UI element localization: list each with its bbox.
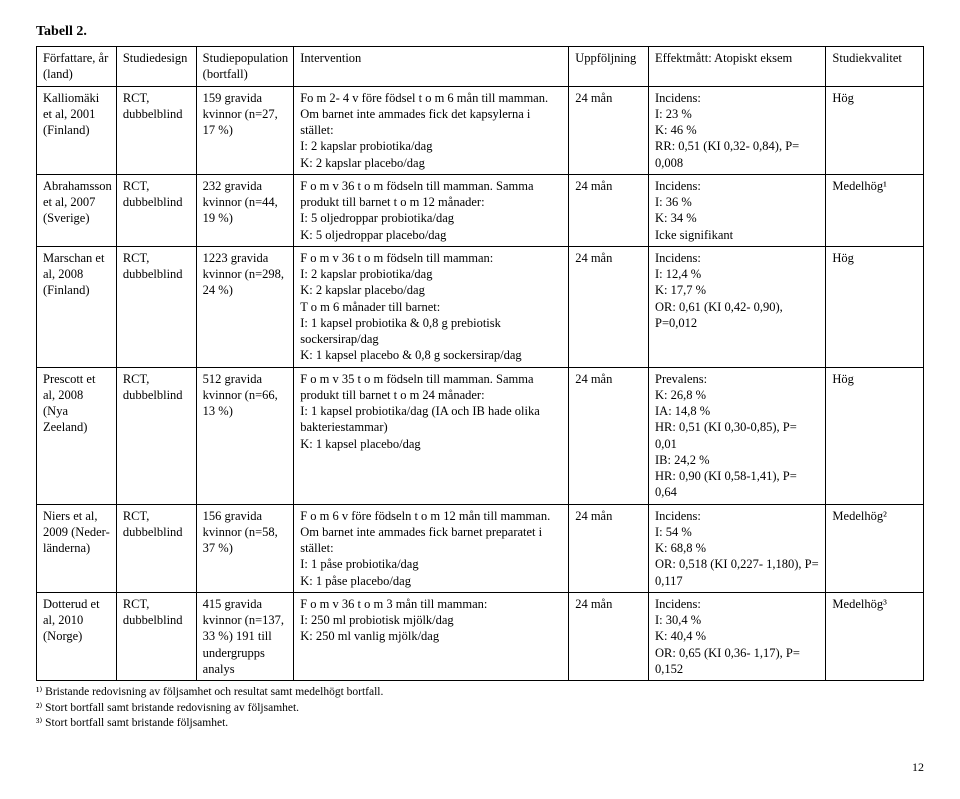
cell-intervention: Fo m 2- 4 v före födsel t o m 6 mån till… (294, 86, 569, 174)
cell-population: 415 gravida kvinnor (n=137, 33 %) 191 ti… (196, 592, 294, 680)
cell-intervention: F o m v 35 t o m födseln till mamman. Sa… (294, 367, 569, 504)
table-row: Prescott et al, 2008 (Nya Zeeland)RCT, d… (37, 367, 924, 504)
cell-quality: Hög (826, 246, 924, 367)
cell-design: RCT, dubbelblind (116, 504, 196, 592)
cell-followup: 24 mån (569, 367, 649, 504)
col-followup: Uppföljning (569, 47, 649, 87)
cell-intervention: F o m 6 v före födseln t o m 12 mån till… (294, 504, 569, 592)
cell-quality: Hög (826, 367, 924, 504)
table-header-row: Författare, år (land) Studiedesign Studi… (37, 47, 924, 87)
cell-author: Abrahamsson et al, 2007 (Sverige) (37, 174, 117, 246)
cell-population: 1223 gravida kvinnor (n=298, 24 %) (196, 246, 294, 367)
cell-effect: Incidens: I: 36 % K: 34 % Icke signifika… (649, 174, 826, 246)
page-number: 12 (36, 760, 924, 775)
table-row: Niers et al, 2009 (Neder-länderna)RCT, d… (37, 504, 924, 592)
cell-design: RCT, dubbelblind (116, 174, 196, 246)
cell-intervention: F o m v 36 t o m födseln till mamman. Sa… (294, 174, 569, 246)
table-row: Abrahamsson et al, 2007 (Sverige)RCT, du… (37, 174, 924, 246)
study-table: Författare, år (land) Studiedesign Studi… (36, 46, 924, 681)
footnotes: ¹⁾ Bristande redovisning av följsamhet o… (36, 685, 924, 732)
cell-design: RCT, dubbelblind (116, 367, 196, 504)
table-row: Dotterud et al, 2010 (Norge)RCT, dubbelb… (37, 592, 924, 680)
cell-effect: Incidens: I: 30,4 % K: 40,4 % OR: 0,65 (… (649, 592, 826, 680)
table-title: Tabell 2. (36, 24, 924, 40)
footnote-3: ³⁾ Stort bortfall samt bristande följsam… (36, 716, 924, 732)
cell-author: Dotterud et al, 2010 (Norge) (37, 592, 117, 680)
cell-population: 232 gravida kvinnor (n=44, 19 %) (196, 174, 294, 246)
table-row: Kalliomäki et al, 2001 (Finland)RCT, dub… (37, 86, 924, 174)
cell-effect: Incidens: I: 12,4 % K: 17,7 % OR: 0,61 (… (649, 246, 826, 367)
cell-followup: 24 mån (569, 86, 649, 174)
cell-author: Marschan et al, 2008 (Finland) (37, 246, 117, 367)
cell-quality: Medelhög¹ (826, 174, 924, 246)
cell-intervention: F o m v 36 t o m födseln till mamman: I:… (294, 246, 569, 367)
col-population: Studiepopulation (bortfall) (196, 47, 294, 87)
cell-followup: 24 mån (569, 504, 649, 592)
col-quality: Studiekvalitet (826, 47, 924, 87)
cell-design: RCT, dubbelblind (116, 246, 196, 367)
footnote-2: ²⁾ Stort bortfall samt bristande redovis… (36, 701, 924, 717)
cell-effect: Prevalens: K: 26,8 % IA: 14,8 % HR: 0,51… (649, 367, 826, 504)
footnote-1: ¹⁾ Bristande redovisning av följsamhet o… (36, 685, 924, 701)
cell-design: RCT, dubbelblind (116, 592, 196, 680)
cell-quality: Hög (826, 86, 924, 174)
cell-population: 512 gravida kvinnor (n=66, 13 %) (196, 367, 294, 504)
cell-quality: Medelhög² (826, 504, 924, 592)
cell-population: 159 gravida kvinnor (n=27, 17 %) (196, 86, 294, 174)
col-author: Författare, år (land) (37, 47, 117, 87)
cell-followup: 24 mån (569, 592, 649, 680)
col-design: Studiedesign (116, 47, 196, 87)
table-row: Marschan et al, 2008 (Finland)RCT, dubbe… (37, 246, 924, 367)
cell-author: Prescott et al, 2008 (Nya Zeeland) (37, 367, 117, 504)
cell-quality: Medelhög³ (826, 592, 924, 680)
cell-effect: Incidens: I: 54 % K: 68,8 % OR: 0,518 (K… (649, 504, 826, 592)
cell-intervention: F o m v 36 t o m 3 mån till mamman: I: 2… (294, 592, 569, 680)
cell-population: 156 gravida kvinnor (n=58, 37 %) (196, 504, 294, 592)
cell-followup: 24 mån (569, 246, 649, 367)
col-effect: Effektmått: Atopiskt eksem (649, 47, 826, 87)
col-intervention: Intervention (294, 47, 569, 87)
cell-design: RCT, dubbelblind (116, 86, 196, 174)
cell-followup: 24 mån (569, 174, 649, 246)
cell-author: Niers et al, 2009 (Neder-länderna) (37, 504, 117, 592)
cell-author: Kalliomäki et al, 2001 (Finland) (37, 86, 117, 174)
cell-effect: Incidens: I: 23 % K: 46 % RR: 0,51 (KI 0… (649, 86, 826, 174)
